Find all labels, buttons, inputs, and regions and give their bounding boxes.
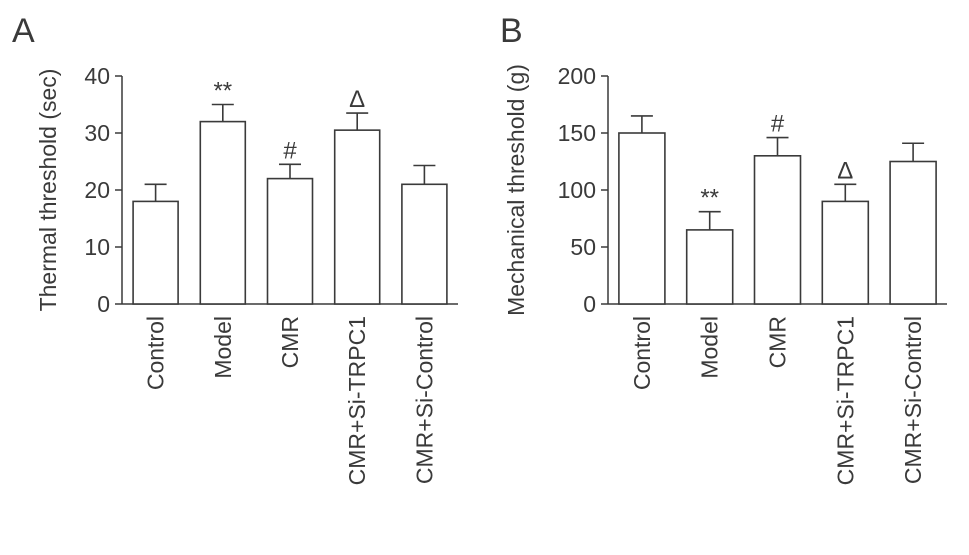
bar [132,200,179,305]
y-tick-label: 40 [84,63,110,89]
bar [401,183,448,305]
y-axis-title: Thermal threshold (sec) [35,69,61,312]
significance-marker: ** [700,185,719,212]
y-tick-label: 50 [570,234,596,260]
x-tick-label: Model [210,316,236,379]
y-tick-label: 150 [558,120,596,146]
x-tick-label: CMR [277,316,303,368]
bar [821,200,870,305]
bar [753,155,802,305]
x-tick-label: Model [697,316,723,379]
x-tick-label: Control [143,316,169,390]
bar [266,177,314,305]
bar [199,120,247,305]
x-tick-label: Control [629,316,655,390]
significance-marker: ** [213,78,232,105]
x-tick-label: CMR+Si-TRPC1 [832,316,858,485]
y-tick-label: 100 [558,177,596,203]
panel-label: A [12,12,35,50]
x-tick-label: CMR+Si-Control [411,316,437,484]
bar [889,160,937,305]
y-tick-label: 0 [583,291,596,317]
significance-marker: # [283,137,297,164]
y-axis-title: Mechanical threshold (g) [503,64,529,316]
significance-marker: Δ [349,86,365,113]
bar [333,129,381,305]
x-tick-label: CMR+Si-TRPC1 [344,316,370,485]
bar [618,132,666,305]
y-tick-label: 20 [84,177,110,203]
bar [685,229,734,305]
x-tick-label: CMR [765,316,791,368]
x-tick-label: CMR+Si-Control [900,316,926,484]
y-tick-label: 200 [558,63,596,89]
panel-label: B [500,12,523,50]
significance-marker: # [771,111,785,138]
y-tick-label: 10 [84,234,110,260]
chart-panel-b: B 0 50 100 150 200 Mechanical threshold (g) Con… [500,12,947,485]
y-tick-label: 30 [84,120,110,146]
chart-panel-a: A 0 10 20 30 40 Thermal threshold (sec) Control… [12,12,458,485]
significance-marker: Δ [837,157,853,184]
y-tick-label: 0 [97,291,110,317]
